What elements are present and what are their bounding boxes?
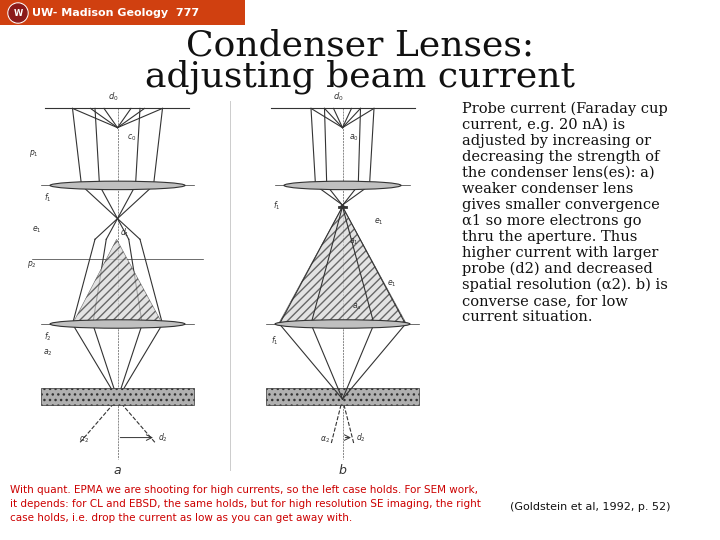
Text: Probe current (Faraday cup: Probe current (Faraday cup — [462, 102, 667, 117]
Text: probe (d2) and decreased: probe (d2) and decreased — [462, 262, 653, 276]
Text: a: a — [114, 464, 121, 477]
Text: $\alpha_2$: $\alpha_2$ — [320, 434, 330, 445]
Text: b: b — [338, 464, 346, 477]
Polygon shape — [73, 239, 163, 324]
Text: thru the aperture. Thus: thru the aperture. Thus — [462, 230, 637, 244]
Text: $e_1$: $e_1$ — [32, 225, 41, 235]
Text: current situation.: current situation. — [462, 310, 593, 324]
Text: gives smaller convergence: gives smaller convergence — [462, 198, 660, 212]
Text: (Goldstein et al, 1992, p. 52): (Goldstein et al, 1992, p. 52) — [510, 502, 670, 512]
Text: $d_1$: $d_1$ — [120, 226, 130, 239]
Text: current, e.g. 20 nA) is: current, e.g. 20 nA) is — [462, 118, 625, 132]
Ellipse shape — [275, 320, 410, 328]
Text: higher current with larger: higher current with larger — [462, 246, 658, 260]
Polygon shape — [279, 207, 405, 322]
Bar — [0, 0, 245, 25]
Bar — [41, 388, 194, 405]
Text: $\alpha_2$: $\alpha_2$ — [78, 434, 89, 445]
Circle shape — [8, 3, 28, 23]
Text: spatial resolution (α2). b) is: spatial resolution (α2). b) is — [462, 278, 668, 292]
Text: decreasing the strength of: decreasing the strength of — [462, 150, 660, 164]
Text: $a_0$: $a_0$ — [349, 132, 359, 143]
Text: adjusting beam current: adjusting beam current — [145, 60, 575, 94]
Text: $d_2$: $d_2$ — [356, 431, 366, 444]
Text: $a_2$: $a_2$ — [43, 348, 53, 359]
Text: $e_1$: $e_1$ — [374, 217, 383, 227]
Circle shape — [9, 4, 27, 22]
Text: $a_a$: $a_a$ — [351, 302, 361, 312]
Text: $d_0$: $d_0$ — [333, 90, 343, 103]
Text: $f_1$: $f_1$ — [44, 192, 52, 204]
Text: $p_2$: $p_2$ — [27, 259, 37, 270]
Text: UW- Madison Geology  777: UW- Madison Geology 777 — [32, 8, 199, 18]
Text: $d_0$: $d_0$ — [108, 90, 118, 103]
Text: $e_1$: $e_1$ — [387, 279, 397, 289]
Text: $f_1$: $f_1$ — [271, 334, 279, 347]
Ellipse shape — [284, 181, 401, 190]
Bar — [266, 388, 419, 405]
Text: $p_1$: $p_1$ — [30, 147, 39, 159]
Text: W: W — [14, 9, 22, 17]
Text: adjusted by increasing or: adjusted by increasing or — [462, 134, 651, 148]
Ellipse shape — [50, 320, 185, 328]
Text: $d_2$: $d_2$ — [158, 431, 168, 444]
Text: Condenser Lenses:: Condenser Lenses: — [186, 28, 534, 62]
Ellipse shape — [50, 181, 185, 190]
Text: α1 so more electrons go: α1 so more electrons go — [462, 214, 642, 228]
Text: $a_1$: $a_1$ — [349, 236, 359, 247]
Text: $f_2$: $f_2$ — [44, 330, 52, 343]
Text: $c_0$: $c_0$ — [127, 132, 136, 143]
Text: weaker condenser lens: weaker condenser lens — [462, 182, 634, 196]
Text: With quant. EPMA we are shooting for high currents, so the left case holds. For : With quant. EPMA we are shooting for hig… — [10, 485, 481, 523]
Text: converse case, for low: converse case, for low — [462, 294, 628, 308]
Text: $f_1$: $f_1$ — [274, 199, 281, 212]
Text: the condenser lens(es): a): the condenser lens(es): a) — [462, 166, 654, 180]
